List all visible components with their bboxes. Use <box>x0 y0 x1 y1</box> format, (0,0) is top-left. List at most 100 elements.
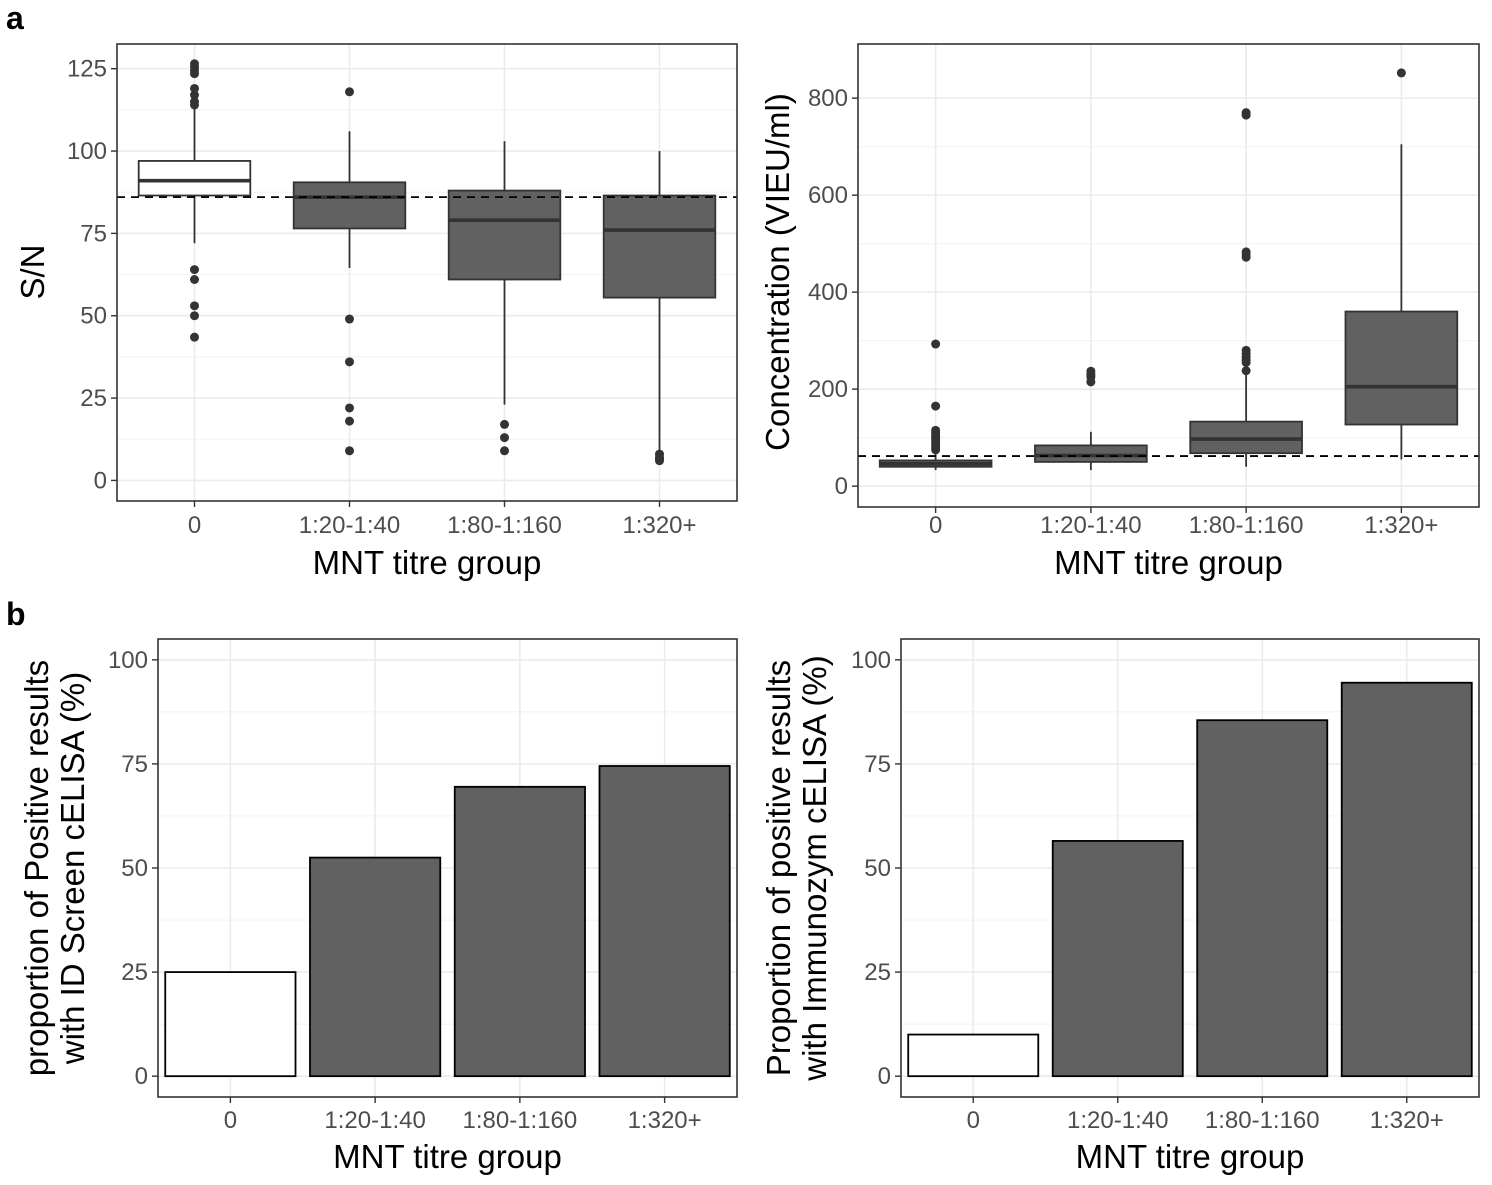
outlier-point <box>345 416 354 426</box>
x-tick-label: 1:320+ <box>628 1107 702 1134</box>
outlier-point <box>190 83 199 93</box>
x-tick-label: 0 <box>188 512 201 539</box>
outlier-point <box>931 339 941 349</box>
y-tick-label: 50 <box>80 303 107 330</box>
box-3 <box>602 151 717 466</box>
outlier-point <box>345 403 354 413</box>
y-tick-label: 0 <box>835 473 848 500</box>
y-tick-label: 50 <box>121 855 148 882</box>
x-axis-title: MNT titre group <box>1054 544 1283 581</box>
y-axis-title-line: proportion of Positive results <box>18 660 55 1076</box>
panel-border <box>116 43 738 502</box>
y-tick-label: 0 <box>94 467 107 494</box>
y-tick-label: 0 <box>878 1063 891 1090</box>
x-tick-label: 1:80-1:160 <box>462 1107 577 1134</box>
y-tick-label: 400 <box>808 279 848 306</box>
y-tick-label: 25 <box>80 385 107 412</box>
chart-sn: 0 25 50 75 100 125 0 1:20-1:40 1:80-1:160 1:320+ M… <box>14 43 738 581</box>
box-iqr <box>447 189 562 281</box>
outlier-point <box>190 69 199 79</box>
panel-label-b: b <box>6 596 26 632</box>
outlier-point <box>1241 110 1251 120</box>
y-axis-title-line: Proportion of positive results <box>760 660 797 1076</box>
bar-3 <box>1340 681 1473 1078</box>
outlier-point <box>1241 366 1251 376</box>
y-tick-label: 75 <box>864 751 891 778</box>
x-tick-label: 1:320+ <box>622 512 696 539</box>
x-tick-label: 1:320+ <box>1370 1107 1444 1134</box>
x-tick-label: 1:20-1:40 <box>299 512 400 539</box>
box-iqr <box>137 160 252 197</box>
outlier-point <box>345 446 354 456</box>
y-tick-label: 75 <box>80 220 107 247</box>
x-tick-label: 1:80-1:160 <box>1189 512 1304 539</box>
x-tick-label: 0 <box>224 1107 237 1134</box>
outlier-point <box>190 90 199 100</box>
box-1 <box>1034 366 1148 471</box>
x-tick-label: 0 <box>967 1107 980 1134</box>
outlier-point <box>190 274 199 284</box>
bar-1 <box>1051 840 1184 1078</box>
outlier-point <box>190 100 199 110</box>
outlier-point <box>345 357 354 367</box>
box-iqr <box>292 181 407 230</box>
outlier-point <box>345 314 354 324</box>
x-tick-label: 1:80-1:160 <box>1205 1107 1320 1134</box>
panel-border <box>857 43 1480 508</box>
y-tick-label: 100 <box>67 138 107 165</box>
outlier-point <box>931 445 941 455</box>
outlier-point <box>190 332 199 342</box>
bar-2 <box>453 785 586 1078</box>
bar-3 <box>598 765 731 1078</box>
outlier-point <box>1086 377 1096 387</box>
outlier-point <box>500 433 509 443</box>
x-tick-label: 0 <box>929 512 942 539</box>
outlier-point <box>190 265 199 275</box>
box-iqr <box>602 194 717 299</box>
outlier-point <box>190 301 199 311</box>
y-tick-label: 75 <box>121 751 148 778</box>
x-axis-title: MNT titre group <box>313 544 542 581</box>
outlier-point <box>500 446 509 456</box>
chart-conc: 0 200 400 600 800 0 1:20-1:40 1:80-1:160 1:320+ M… <box>759 43 1480 581</box>
y-tick-label: 50 <box>864 855 891 882</box>
y-tick-label: 0 <box>135 1063 148 1090</box>
x-tick-label: 1:80-1:160 <box>447 512 562 539</box>
outlier-point <box>500 419 509 429</box>
box-2 <box>1189 108 1303 467</box>
x-axis-title: MNT titre group <box>1076 1138 1305 1175</box>
x-axis-title: MNT titre group <box>333 1138 562 1175</box>
y-tick-label: 600 <box>808 182 848 209</box>
panel-label-a: a <box>6 0 24 36</box>
box-2 <box>447 141 562 456</box>
x-tick-label: 1:320+ <box>1364 512 1438 539</box>
outlier-point <box>655 456 664 466</box>
y-tick-label: 25 <box>121 959 148 986</box>
y-tick-label: 25 <box>864 959 891 986</box>
outlier-point <box>190 311 199 321</box>
bar-0 <box>164 971 297 1078</box>
x-tick-label: 1:20-1:40 <box>1040 512 1141 539</box>
y-axis-title-line: with Immunozym cELISA (%) <box>796 655 833 1081</box>
outlier-point <box>345 87 354 97</box>
bar-2 <box>1196 719 1329 1078</box>
bar-0 <box>907 1033 1040 1078</box>
plot-background <box>858 44 1479 507</box>
box-0 <box>137 59 252 342</box>
bar-1 <box>309 856 442 1078</box>
y-axis-title-line: with ID Screen cELISA (%) <box>54 672 91 1065</box>
chart-idscreen: 0 25 50 75 100 0 1:20-1:40 1:80-1:160 1:320+ MNT … <box>18 638 738 1175</box>
y-tick-label: 100 <box>108 647 148 674</box>
x-tick-label: 1:20-1:40 <box>324 1107 425 1134</box>
outlier-point <box>931 401 941 411</box>
box-iqr <box>1034 444 1148 463</box>
chart-immunozym: 0 25 50 75 100 0 1:20-1:40 1:80-1:160 1:320+ MNT … <box>760 638 1480 1175</box>
box-3 <box>1344 68 1459 460</box>
y-tick-label: 100 <box>851 647 891 674</box>
y-axis-title: S/N <box>14 244 51 299</box>
outlier-point <box>1396 68 1406 78</box>
y-tick-label: 125 <box>67 56 107 83</box>
outlier-point <box>1241 252 1251 262</box>
